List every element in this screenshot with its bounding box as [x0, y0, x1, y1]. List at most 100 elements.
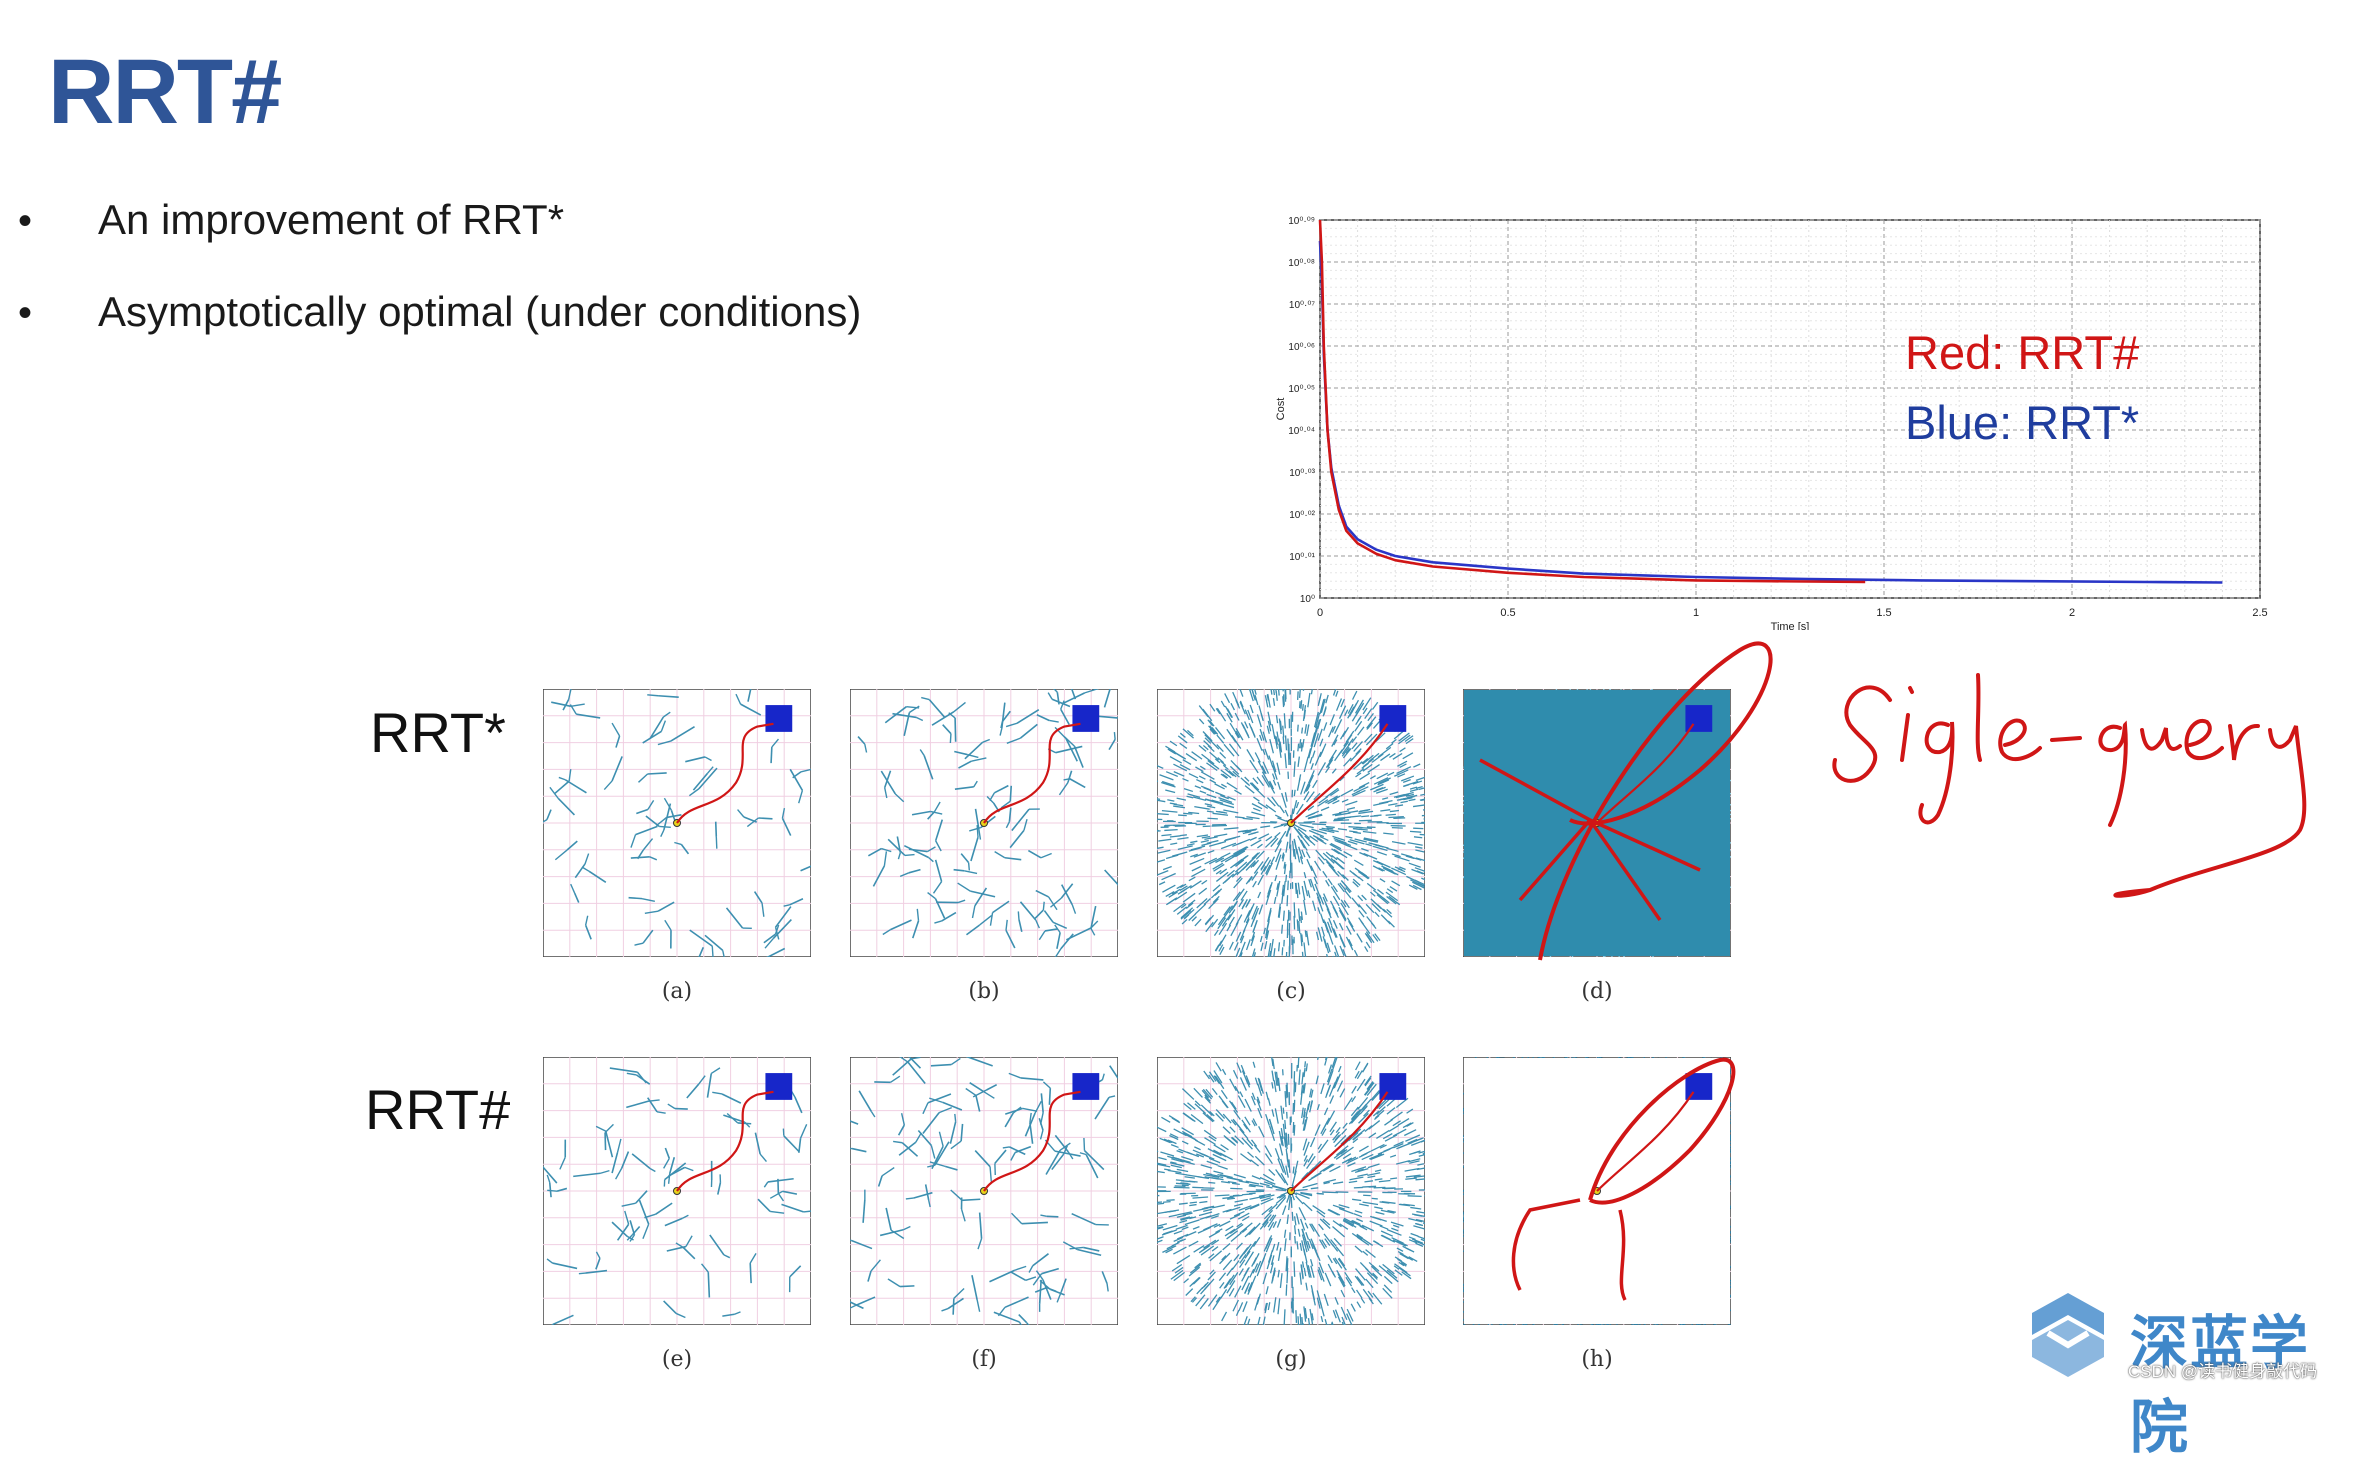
tree-edge [1361, 816, 1369, 817]
y-tick-label: 10⁰·⁰⁸ [1288, 258, 1315, 269]
tree-edge [1278, 689, 1279, 696]
tree-edge [1286, 1284, 1287, 1295]
bullet-symbol: • [18, 199, 98, 244]
tree-edge [1400, 1204, 1407, 1205]
tree-edge [1288, 1134, 1289, 1145]
tree-edge [1282, 947, 1283, 955]
tree-edge [1408, 1196, 1422, 1197]
tree-edge [1390, 1178, 1397, 1179]
tree-edge [1312, 824, 1326, 825]
bullet-text: Asymptotically optimal (under conditions… [98, 288, 861, 335]
tree-edge [1300, 1314, 1301, 1325]
slide-title: RRT# [48, 40, 280, 145]
tree-panel-plot [543, 689, 811, 957]
tree-edge [579, 1273, 586, 1274]
goal-region [1379, 1073, 1406, 1100]
tree-edge [953, 1298, 954, 1314]
tree-edge [1047, 1216, 1059, 1217]
x-tick-label: 1.5 [1876, 607, 1891, 619]
tree-edge [1297, 919, 1298, 931]
tree-panel-plot [1157, 1057, 1425, 1325]
x-tick-label: 0 [1317, 607, 1323, 619]
goal-region [1072, 1073, 1099, 1100]
tree-edge [716, 836, 717, 848]
tree-edge [1305, 1061, 1306, 1067]
tree-edge [1281, 689, 1282, 690]
tree-edge [1410, 831, 1421, 832]
tree-edge [771, 747, 772, 763]
tree-edge [1286, 1085, 1287, 1098]
tree-edge [1298, 1316, 1299, 1325]
tree-edge [1283, 736, 1284, 744]
tree-edge [1286, 735, 1287, 750]
tree-edge [1392, 828, 1403, 829]
tree-panel: (c) [1157, 689, 1425, 962]
tree-edge [1317, 1193, 1324, 1194]
tree-edge [708, 1272, 709, 1297]
tree-edge [1283, 689, 1284, 691]
bullet-text: An improvement of RRT* [98, 196, 564, 243]
tree-edge [1294, 1262, 1295, 1277]
tree-edge [1283, 911, 1284, 921]
tree-edge [1284, 1309, 1285, 1325]
legend-entry-rrt-sharp: Red: RRT# [1905, 325, 2139, 380]
tree-edge [1286, 875, 1287, 882]
tree-edge [1374, 815, 1382, 816]
x-tick-label: 2 [2069, 607, 2075, 619]
tree-panel: (g) [1157, 1057, 1425, 1330]
tree-edge [1298, 1057, 1299, 1068]
tree-panel: (b) [850, 689, 1118, 962]
tree-panel-plot [850, 1057, 1118, 1325]
tree-edge [1018, 911, 1019, 919]
tree-edge [1208, 1182, 1215, 1183]
tree-edge [900, 1286, 914, 1287]
bullet-item: •An improvement of RRT* [18, 196, 564, 244]
tree-edge [629, 898, 642, 899]
tree-edge [1163, 1202, 1171, 1203]
tree-panel-plot [543, 1057, 811, 1325]
tree-edge [1233, 1195, 1239, 1196]
tree-edge [1287, 895, 1288, 906]
tree-edge [1295, 1236, 1296, 1244]
tree-edge [969, 863, 970, 871]
tree-edge [1284, 713, 1285, 728]
y-tick-label: 10⁰·⁰⁴ [1288, 426, 1315, 437]
tree-edge [1183, 813, 1192, 814]
tree-edge [1302, 728, 1303, 734]
tree-edge [1230, 1188, 1242, 1189]
y-tick-label: 10⁰ [1300, 594, 1315, 605]
tree-edge [1294, 790, 1295, 796]
x-tick-label: 2.5 [2252, 607, 2267, 619]
tree-edge [1311, 1188, 1318, 1189]
tree-edge [1292, 1212, 1293, 1221]
tree-edge [1180, 1183, 1188, 1184]
x-axis-label: Time [s] [1771, 621, 1810, 630]
y-axis-label: Cost [1275, 398, 1287, 421]
goal-region [1685, 705, 1712, 732]
y-tick-label: 10⁰·⁰⁷ [1289, 300, 1315, 311]
tree-edge [1285, 1120, 1286, 1129]
row-label-rrt-star: RRT* [370, 700, 506, 765]
tree-edge [1043, 902, 1044, 910]
y-tick-label: 10⁰·⁰⁶ [1288, 342, 1315, 353]
tree-edge [1084, 1138, 1085, 1151]
tree-edge [1291, 1197, 1292, 1208]
tree-panel: (f) [850, 1057, 1118, 1330]
tree-edge [1294, 1125, 1295, 1136]
tree-panel: (a) [543, 689, 811, 962]
tree-edge [1178, 815, 1187, 816]
panel-caption: (c) [1261, 979, 1321, 1004]
x-tick-label: 1 [1693, 607, 1699, 619]
tree-edge [906, 1198, 913, 1199]
tree-edge [962, 1199, 980, 1200]
tree-edge [1301, 742, 1302, 748]
tree-edge [1362, 1186, 1376, 1187]
tree-edge [1157, 814, 1169, 815]
tree-panel: (h) [1463, 1057, 1731, 1330]
tree-edge [1279, 942, 1280, 951]
tree-edge [1296, 1310, 1297, 1323]
tree-edge [1283, 1108, 1284, 1114]
tree-edge [712, 946, 713, 957]
tree-edge [1166, 1200, 1174, 1201]
y-tick-label: 10⁰·⁰⁵ [1288, 384, 1315, 395]
